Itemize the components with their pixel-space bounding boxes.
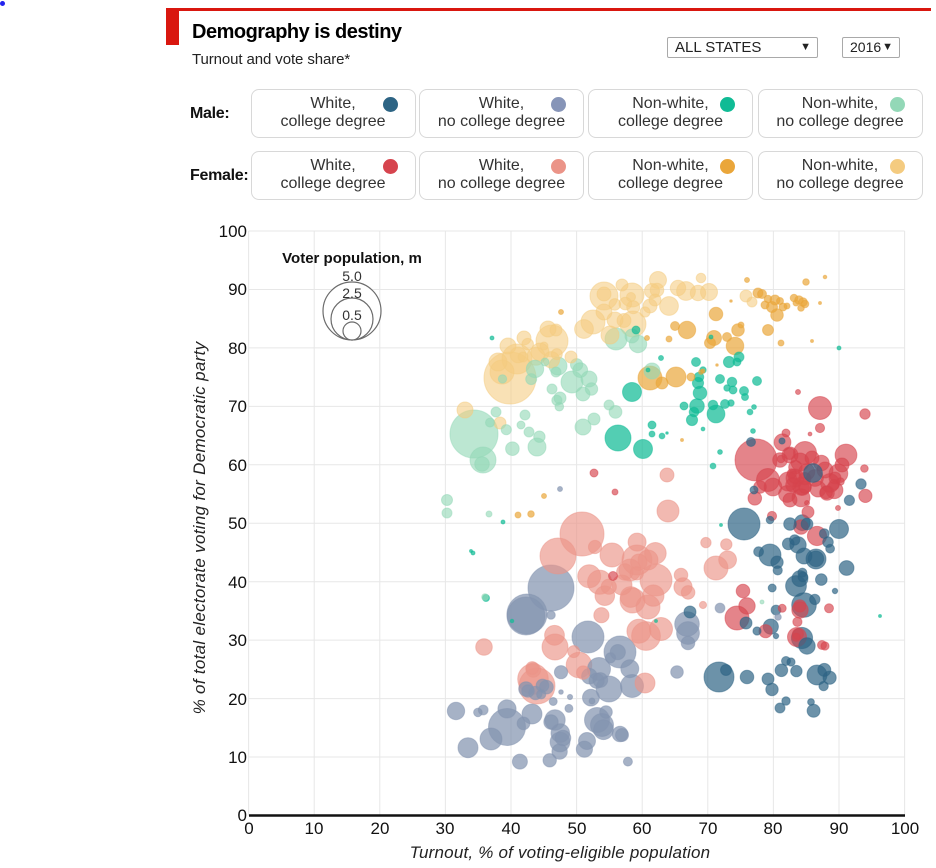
svg-text:5.0: 5.0 [342, 268, 362, 284]
svg-text:Voter population, m: Voter population, m [282, 250, 422, 267]
svg-text:2.5: 2.5 [342, 285, 362, 301]
svg-text:0.5: 0.5 [342, 307, 362, 323]
